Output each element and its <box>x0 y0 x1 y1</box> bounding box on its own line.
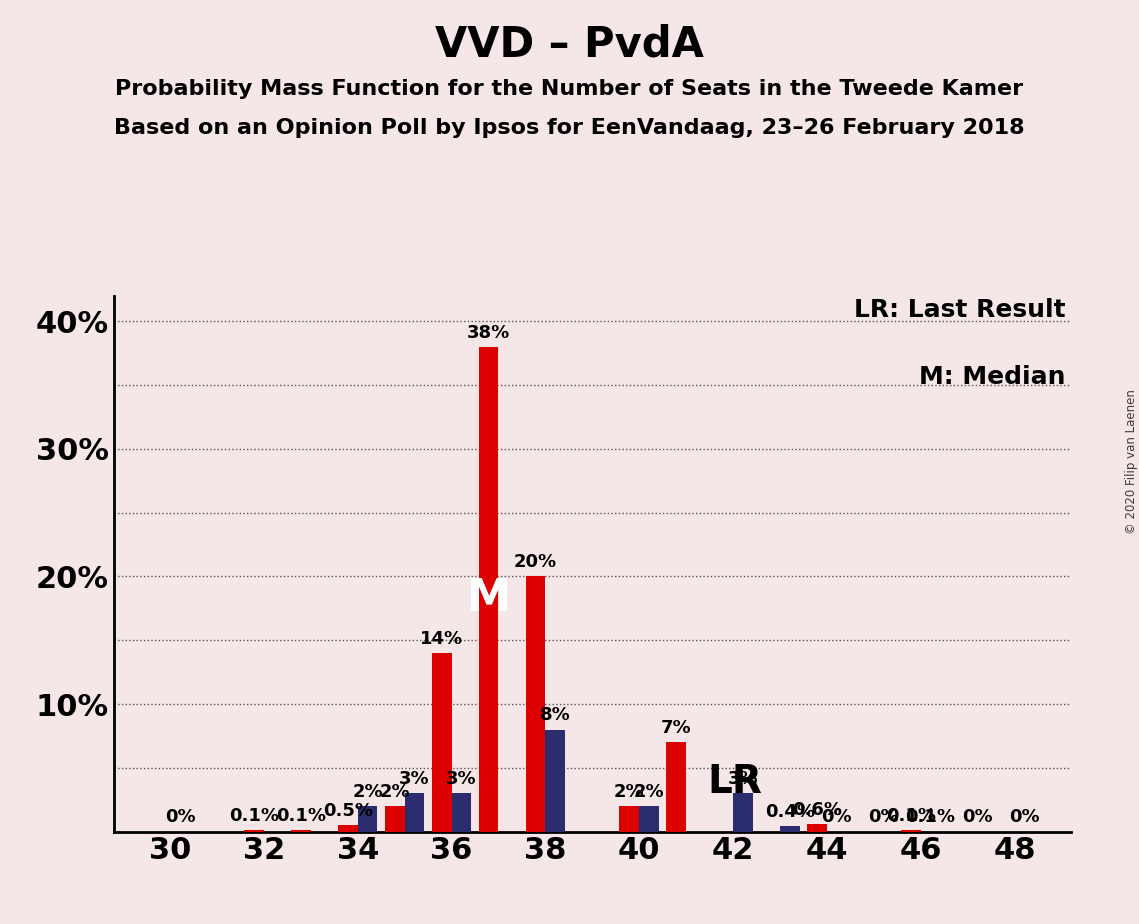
Bar <box>292 831 311 832</box>
Text: 0.1%: 0.1% <box>229 808 279 825</box>
Text: Based on an Opinion Poll by Ipsos for EenVandaag, 23–26 February 2018: Based on an Opinion Poll by Ipsos for Ee… <box>114 118 1025 139</box>
Bar <box>639 806 658 832</box>
Text: 7%: 7% <box>661 719 691 737</box>
Text: 3%: 3% <box>399 771 429 788</box>
Text: 0.1%: 0.1% <box>886 808 936 825</box>
Bar <box>901 831 920 832</box>
Text: 2%: 2% <box>633 783 664 801</box>
Text: 0%: 0% <box>962 808 993 826</box>
Text: 2%: 2% <box>614 783 645 801</box>
Text: M: M <box>467 578 510 620</box>
Bar <box>404 794 425 832</box>
Text: 8%: 8% <box>540 707 571 724</box>
Text: 38%: 38% <box>467 323 510 342</box>
Text: 0.1%: 0.1% <box>906 808 956 826</box>
Text: 14%: 14% <box>420 630 464 648</box>
Text: 0.5%: 0.5% <box>323 802 372 821</box>
Bar <box>808 824 827 832</box>
Text: 0.1%: 0.1% <box>276 808 326 825</box>
Text: 0.6%: 0.6% <box>792 801 842 819</box>
Bar <box>385 806 404 832</box>
Bar <box>451 794 472 832</box>
Text: 0%: 0% <box>868 808 899 826</box>
Text: Probability Mass Function for the Number of Seats in the Tweede Kamer: Probability Mass Function for the Number… <box>115 79 1024 99</box>
Bar <box>432 653 451 832</box>
Bar <box>358 806 377 832</box>
Text: 0.4%: 0.4% <box>764 803 814 821</box>
Text: 3%: 3% <box>446 771 477 788</box>
Bar <box>526 577 546 832</box>
Text: 2%: 2% <box>352 783 383 801</box>
Text: LR: Last Result

M: Median: LR: Last Result M: Median <box>854 298 1066 389</box>
Bar <box>666 742 686 832</box>
Bar <box>478 346 499 832</box>
Bar <box>780 826 800 832</box>
Text: VVD – PvdA: VVD – PvdA <box>435 23 704 65</box>
Bar <box>244 831 264 832</box>
Bar <box>620 806 639 832</box>
Text: 0%: 0% <box>821 808 852 826</box>
Text: © 2020 Filip van Laenen: © 2020 Filip van Laenen <box>1124 390 1138 534</box>
Bar <box>338 825 358 832</box>
Text: 2%: 2% <box>379 783 410 801</box>
Text: LR: LR <box>707 763 763 801</box>
Text: 3%: 3% <box>728 771 759 788</box>
Text: 0%: 0% <box>165 808 196 826</box>
Bar <box>734 794 753 832</box>
Bar <box>546 730 565 832</box>
Text: 20%: 20% <box>514 553 557 571</box>
Text: 0%: 0% <box>1009 808 1040 826</box>
